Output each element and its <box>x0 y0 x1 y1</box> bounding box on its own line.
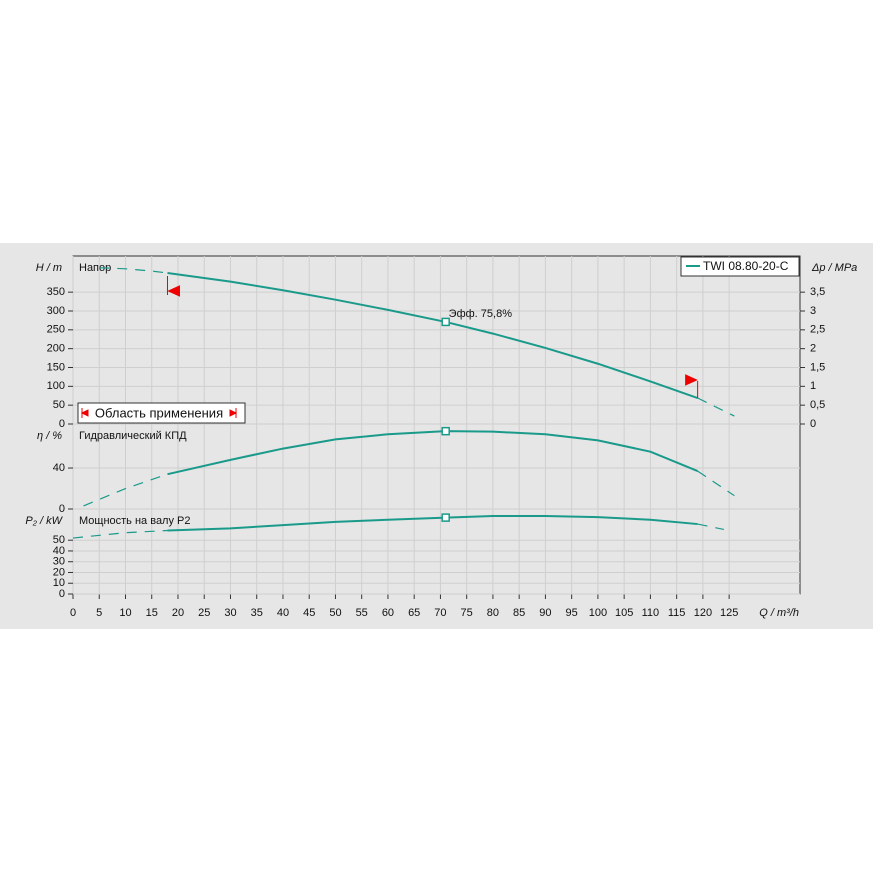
operating-point <box>441 317 450 327</box>
x-tick-label: 5 <box>96 607 102 619</box>
range-start-marker <box>166 276 180 297</box>
x-tick-label: 90 <box>539 607 551 619</box>
x-tick-label: 95 <box>566 607 578 619</box>
x-tick-label: 100 <box>589 607 607 619</box>
x-tick-label: 120 <box>694 607 712 619</box>
x-tick-label: 50 <box>329 607 341 619</box>
curve-extension <box>83 473 168 507</box>
legend-label: TWI 08.80-20-C <box>703 259 789 273</box>
y-tick-label: 0 <box>59 418 65 430</box>
x-tick-label: 20 <box>172 607 184 619</box>
y-tick-label: 200 <box>47 343 65 355</box>
x-tick-label: 65 <box>408 607 420 619</box>
range-end-marker <box>685 374 699 398</box>
y-tick-label: 250 <box>47 324 65 336</box>
range-legend-arrows <box>80 408 238 418</box>
curve-extension <box>697 470 735 497</box>
x-tick-label: 125 <box>720 607 738 619</box>
panel-label: Гидравлический КПД <box>79 430 187 442</box>
x-tick-label: 30 <box>224 607 236 619</box>
curve-extension <box>99 267 168 274</box>
x-tick-label: 110 <box>642 607 660 619</box>
curve-extension <box>72 529 168 539</box>
y2-tick-label: 0 <box>810 418 816 430</box>
x-tick-label: 25 <box>198 607 210 619</box>
x-tick-label: 40 <box>277 607 289 619</box>
y2-tick-label: 1 <box>810 380 816 392</box>
x-tick-label: 45 <box>303 607 315 619</box>
panel-label: Напор <box>79 262 111 274</box>
y2-tick-label: 3 <box>810 305 816 317</box>
y-tick-label: 40 <box>53 462 65 474</box>
range-legend-box <box>77 402 246 424</box>
y-axis-label: η / % <box>37 430 62 442</box>
curve-extension <box>697 397 735 417</box>
x-tick-label: 0 <box>70 607 76 619</box>
y-tick-label: 150 <box>47 361 65 373</box>
y2-axis-label: Δp / MPa <box>811 262 857 274</box>
y-tick-label: 300 <box>47 305 65 317</box>
y-tick-label: 100 <box>47 380 65 392</box>
efficiency-label: Эфф. 75,8% <box>449 308 513 320</box>
range-legend-label: Область применения <box>95 405 223 420</box>
y2-tick-label: 0,5 <box>810 399 825 411</box>
y-tick-label: 50 <box>53 534 65 546</box>
y-tick-label: 30 <box>53 556 65 568</box>
y-tick-label: 10 <box>53 577 65 589</box>
x-tick-label: 115 <box>668 607 686 619</box>
y-tick-label: 40 <box>53 545 65 557</box>
y-tick-label: 0 <box>59 588 65 600</box>
y-tick-label: 20 <box>53 566 65 578</box>
x-tick-label: 80 <box>487 607 499 619</box>
y-tick-label: 0 <box>59 503 65 515</box>
x-tick-label: 55 <box>356 607 368 619</box>
curve-extension <box>697 523 725 531</box>
y-axis-label: H / m <box>36 262 62 274</box>
x-tick-label: 85 <box>513 607 525 619</box>
y-tick-label: 350 <box>47 286 65 298</box>
y2-tick-label: 3,5 <box>810 286 825 298</box>
x-tick-label: 15 <box>146 607 158 619</box>
y-axis-label: P₂ / kW <box>25 515 63 527</box>
y-tick-label: 50 <box>53 399 65 411</box>
panel-label: Мощность на валу P2 <box>79 515 191 527</box>
y2-tick-label: 2 <box>810 343 816 355</box>
legend-box <box>680 256 800 277</box>
y2-tick-label: 2,5 <box>810 324 825 336</box>
x-tick-label: 10 <box>119 607 131 619</box>
x-tick-label: 75 <box>461 607 473 619</box>
x-tick-label: 60 <box>382 607 394 619</box>
operating-point <box>441 513 450 522</box>
x-axis-label: Q / m³/h <box>759 607 799 619</box>
y2-tick-label: 1,5 <box>810 361 825 373</box>
operating-point <box>441 426 450 436</box>
x-tick-label: 70 <box>434 607 446 619</box>
x-tick-label: 105 <box>615 607 633 619</box>
chart-background <box>0 243 873 629</box>
x-tick-label: 35 <box>251 607 263 619</box>
